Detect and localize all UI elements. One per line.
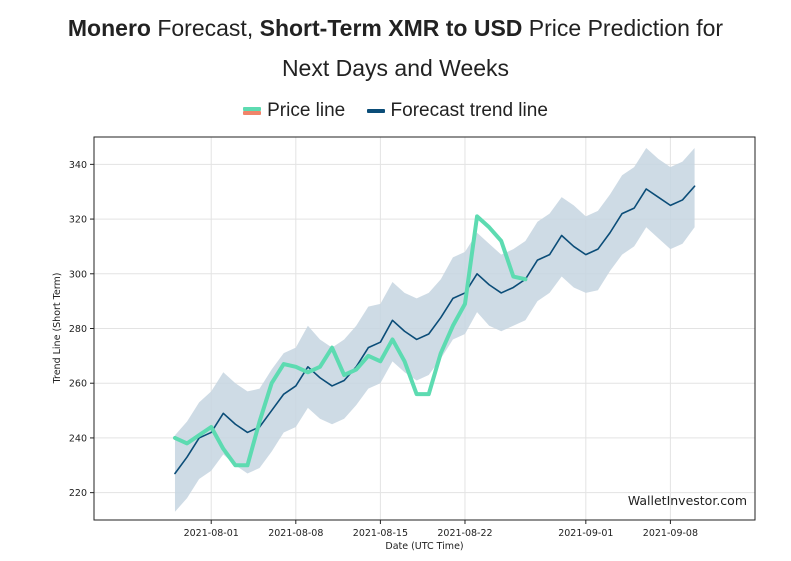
y-tick-label: 320 [69,215,87,226]
legend-forecast-label: Forecast trend line [390,100,548,121]
forecast-swatch-icon [366,108,385,113]
price-swatch-icon [243,106,262,115]
forecast-band-area [174,147,695,512]
legend-item-forecast[interactable]: Forecast trend line [366,100,548,122]
title-coin-name: Monero [67,15,151,41]
forecast-trend-line [174,185,696,475]
x-tick-label: 2021-09-08 [643,528,698,539]
x-tick-label: 2021-08-08 [268,528,323,539]
legend-price-label: Price line [267,100,346,121]
legend-item-price[interactable]: Price line [243,100,345,122]
y-tick-label: 300 [69,269,87,280]
axis-ticks: 2021-08-01 2021-08-08 2021-08-15 2021-08-22… [69,160,698,539]
watermark: WalletInvestor.com [628,493,747,508]
x-tick-label: 2021-08-15 [353,528,408,539]
x-axis-label: Date (UTC Time) [385,541,463,552]
y-axis-label: Trend Line (Short Term) [52,273,63,385]
title-prediction-text: Price Prediction for [522,15,724,41]
x-tick-label: 2021-09-01 [558,528,613,539]
y-tick-label: 280 [69,324,87,335]
y-tick-label: 340 [69,160,87,171]
title-forecast-text: Forecast, [150,15,260,41]
title-pair-text: Short-Term XMR to USD [259,15,523,41]
title-line-1: Monero Forecast, Short-Term XMR to USD P… [0,8,791,48]
y-tick-label: 260 [69,379,87,390]
price-line [172,214,528,468]
forecast-band [174,147,695,512]
chart-legend: Price line Forecast trend line [0,100,791,122]
y-tick-label: 220 [69,488,87,499]
title-line-2: Next Days and Weeks [281,55,510,81]
y-tick-label: 240 [69,433,87,444]
x-tick-label: 2021-08-01 [184,528,239,539]
chart-title: Monero Forecast, Short-Term XMR to USD P… [0,8,791,88]
x-tick-label: 2021-08-22 [437,528,492,539]
series-lines [172,185,696,475]
